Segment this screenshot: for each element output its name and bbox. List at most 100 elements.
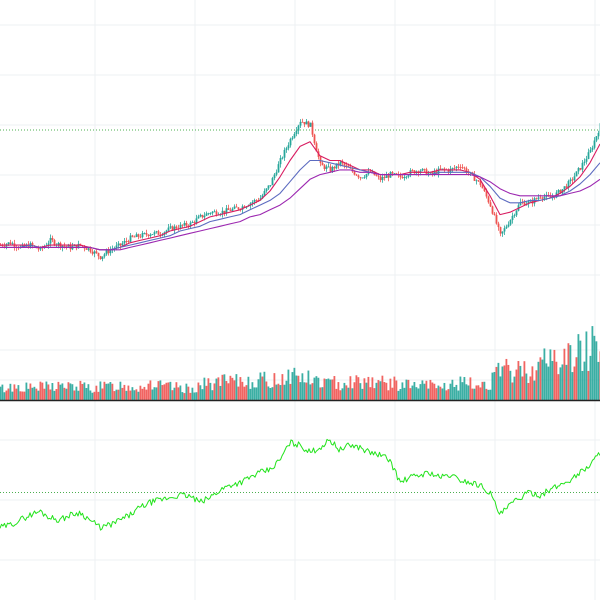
volume-bar — [591, 326, 594, 400]
candle-body — [181, 224, 184, 226]
candle-body — [101, 256, 104, 260]
volume-bar — [529, 376, 532, 400]
candle-body — [437, 168, 440, 174]
volume-bar — [381, 375, 384, 400]
volume-bar — [111, 383, 114, 400]
volume-bar — [21, 391, 24, 400]
candle-body — [513, 215, 516, 217]
volume-bar — [415, 387, 418, 400]
volume-bar — [547, 366, 550, 400]
candle-body — [285, 148, 288, 150]
volume-bar — [97, 391, 100, 400]
volume-bar — [425, 380, 428, 400]
candle-body — [383, 177, 386, 178]
volume-bar — [37, 390, 40, 400]
candle-body — [479, 180, 482, 186]
candle-body — [369, 171, 372, 173]
candle-body — [331, 166, 334, 172]
volume-bar — [525, 373, 528, 400]
volume-bar — [19, 391, 22, 400]
volume-bar — [239, 377, 242, 400]
candle-body — [323, 165, 326, 169]
volume-bar — [267, 386, 270, 400]
candle-body — [411, 170, 414, 171]
volume-bar — [247, 376, 250, 400]
candle-body — [133, 236, 136, 238]
candle-body — [595, 136, 598, 141]
candle-body — [277, 164, 280, 173]
candle-body — [251, 202, 254, 204]
candle-body — [231, 208, 234, 211]
moving-average-line — [0, 159, 600, 251]
volume-bar — [441, 388, 444, 400]
candle-body — [269, 185, 272, 186]
candle-body — [49, 237, 52, 244]
volume-bar — [293, 367, 296, 400]
volume-bar — [269, 388, 272, 400]
volume-bar — [127, 385, 130, 400]
volume-bar — [189, 392, 192, 400]
candle-body — [475, 180, 478, 182]
candle-body — [549, 196, 552, 199]
candle-body — [559, 190, 562, 194]
volume-bar — [423, 383, 426, 400]
volume-bar — [505, 358, 508, 400]
volume-bar — [467, 385, 470, 400]
volume-bar — [567, 343, 570, 400]
candle-body — [87, 248, 90, 250]
candle-body — [489, 202, 492, 207]
volume-bar — [223, 374, 226, 400]
volume-bar — [405, 379, 408, 400]
volume-bar — [569, 345, 572, 400]
volume-bar — [123, 384, 126, 400]
volume-bar — [395, 380, 398, 400]
candle-body — [593, 140, 596, 148]
volume-bar — [101, 388, 104, 400]
candle-body — [123, 240, 126, 244]
volume-bar — [597, 361, 600, 400]
volume-bar — [433, 383, 436, 400]
moving-average-line — [0, 141, 600, 251]
candle-body — [67, 244, 70, 247]
volume-bar — [11, 391, 14, 400]
candle-body — [57, 242, 60, 245]
volume-bar — [81, 383, 84, 400]
volume-bar — [53, 390, 56, 400]
candle-body — [493, 213, 496, 215]
candle-body — [433, 171, 436, 174]
volume-bar — [435, 388, 438, 400]
volume-bar — [313, 377, 316, 400]
candle-body — [63, 245, 66, 247]
candle-body — [281, 157, 284, 159]
volume-bar — [273, 373, 276, 400]
volume-bar — [475, 385, 478, 400]
volume-bar — [229, 375, 232, 400]
volume-bar — [535, 370, 538, 400]
candlesticks — [0, 118, 600, 262]
volume-bar — [307, 370, 310, 400]
volume-bar — [283, 384, 286, 400]
candle-body — [91, 251, 94, 254]
candle-body — [213, 211, 216, 213]
volume-bar — [265, 381, 268, 400]
volume-bar — [41, 382, 44, 400]
volume-bar — [245, 385, 248, 400]
candle-body — [353, 171, 356, 175]
candle-body — [451, 167, 454, 169]
candle-body — [189, 222, 192, 227]
volume-bar — [271, 387, 274, 400]
candle-body — [227, 208, 230, 210]
candle-body — [335, 163, 338, 169]
candle-body — [455, 166, 458, 168]
candle-body — [115, 245, 118, 249]
volume-bar — [345, 385, 348, 400]
volume-bar — [429, 379, 432, 400]
candle-body — [77, 243, 80, 249]
volume-bar — [349, 376, 352, 400]
candle-body — [443, 168, 446, 170]
candle-body — [483, 188, 486, 192]
volume-bar — [147, 383, 150, 400]
volume-pane — [0, 326, 600, 402]
volume-bar — [397, 390, 400, 400]
